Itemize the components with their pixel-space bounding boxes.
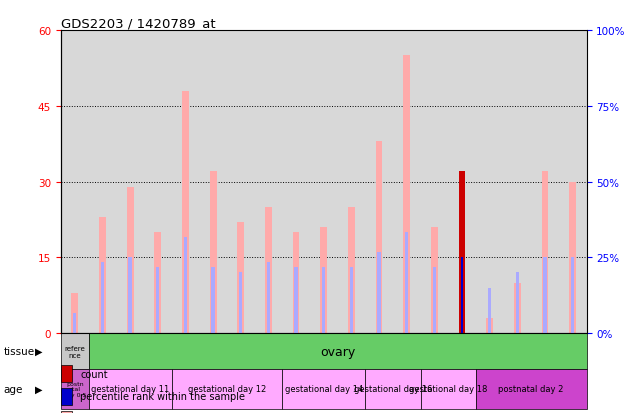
Text: postn
atal
day 0.5: postn atal day 0.5	[63, 381, 87, 397]
Text: gestational day 11: gestational day 11	[91, 385, 169, 394]
Bar	[292, 233, 299, 333]
Bar	[542, 172, 549, 333]
Bar	[127, 187, 133, 333]
Text: refere
nce: refere nce	[64, 345, 85, 358]
Bar	[88, 369, 172, 409]
Text: gestational day 18: gestational day 18	[409, 385, 487, 394]
Bar	[516, 273, 519, 333]
Text: age: age	[3, 384, 22, 394]
Bar	[365, 369, 420, 409]
Bar	[212, 268, 215, 333]
Text: gestational day 12: gestational day 12	[188, 385, 266, 394]
Bar	[322, 268, 326, 333]
Bar	[239, 273, 242, 333]
Bar	[378, 253, 381, 333]
Text: count: count	[80, 369, 108, 379]
Bar	[210, 172, 217, 333]
Text: ovary: ovary	[320, 345, 355, 358]
Text: tissue: tissue	[3, 346, 35, 356]
Text: percentile rank within the sample: percentile rank within the sample	[80, 392, 245, 401]
Bar	[544, 258, 547, 333]
Bar	[571, 258, 574, 333]
Bar	[172, 369, 282, 409]
Bar	[487, 318, 493, 333]
Bar	[182, 91, 189, 333]
Bar	[476, 369, 587, 409]
Bar	[433, 268, 436, 333]
Bar	[61, 369, 88, 409]
Bar	[101, 263, 104, 333]
Bar	[348, 207, 355, 333]
Bar	[99, 217, 106, 333]
Bar	[282, 369, 365, 409]
Bar	[376, 142, 383, 333]
Bar	[156, 268, 160, 333]
Text: ▶: ▶	[35, 384, 43, 394]
Bar	[320, 228, 327, 333]
Text: gestational day 14: gestational day 14	[285, 385, 363, 394]
Bar	[488, 288, 492, 333]
Bar	[294, 268, 297, 333]
Bar	[154, 233, 161, 333]
Bar	[431, 228, 438, 333]
Bar	[420, 369, 476, 409]
Bar	[237, 223, 244, 333]
Bar	[403, 56, 410, 333]
Text: gestational day 16: gestational day 16	[354, 385, 432, 394]
Text: ▶: ▶	[35, 346, 43, 356]
Bar	[514, 283, 520, 333]
Bar	[128, 258, 131, 333]
Text: GDS2203 / 1420789_at: GDS2203 / 1420789_at	[61, 17, 215, 30]
Bar	[61, 333, 88, 369]
Bar	[405, 233, 408, 333]
Bar	[569, 182, 576, 333]
Bar	[71, 293, 78, 333]
Bar	[350, 268, 353, 333]
Bar	[461, 258, 463, 333]
Bar	[267, 263, 270, 333]
Bar	[184, 237, 187, 333]
Bar	[458, 172, 465, 333]
Bar	[265, 207, 272, 333]
Text: postnatal day 2: postnatal day 2	[499, 385, 564, 394]
Bar	[73, 313, 76, 333]
